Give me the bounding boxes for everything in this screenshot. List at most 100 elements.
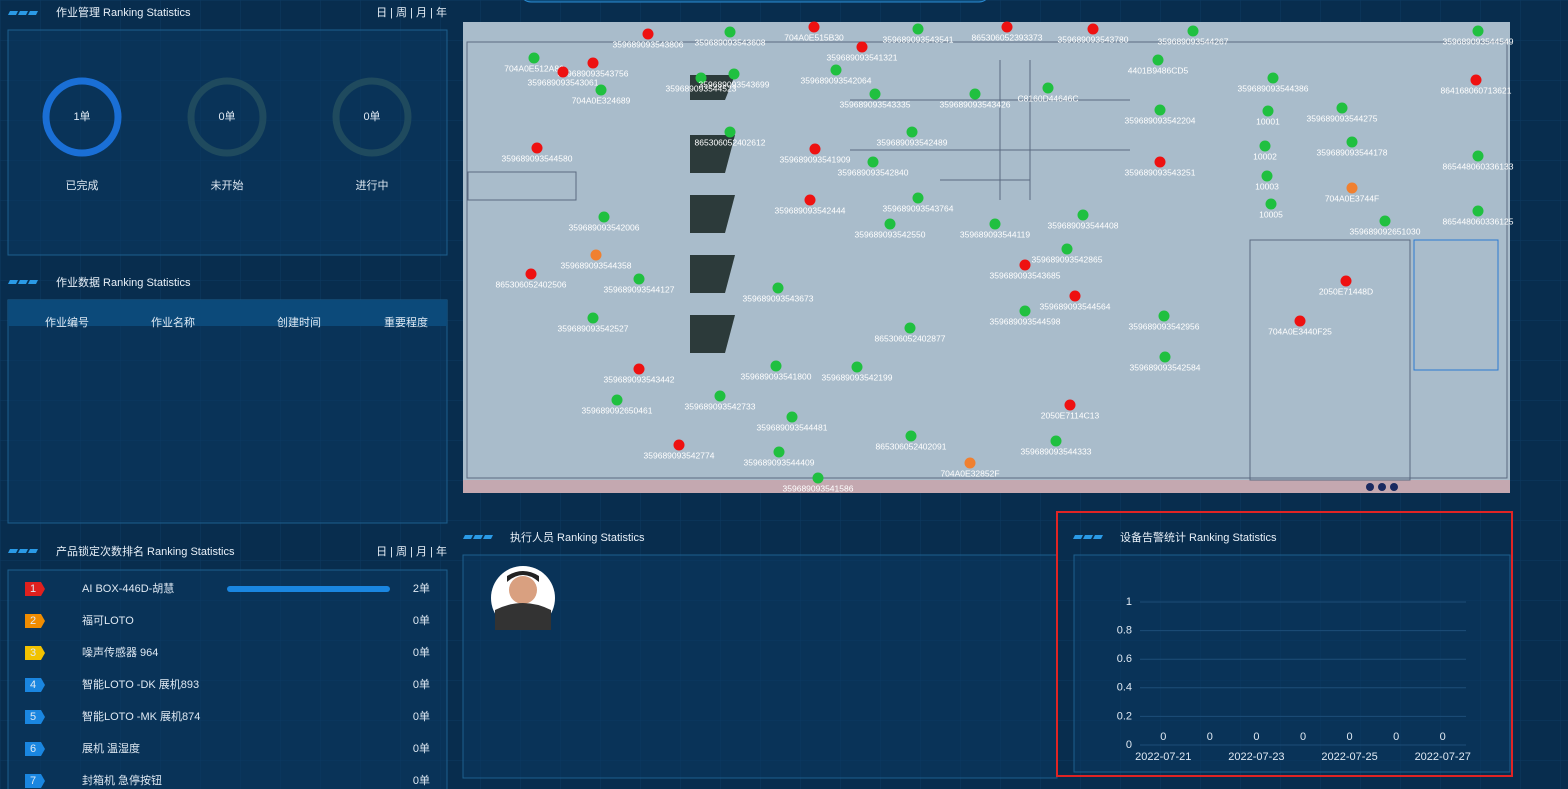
device-label: 359689093541321 bbox=[827, 52, 898, 62]
device[interactable]: 359689093543756 bbox=[558, 57, 629, 79]
device[interactable]: 704A0E32852F bbox=[940, 457, 1000, 479]
device[interactable]: 359689093543541 bbox=[883, 23, 954, 45]
device[interactable]: 359689093543780 bbox=[1058, 23, 1129, 45]
device[interactable]: 865448060336133 bbox=[1443, 150, 1514, 172]
device[interactable]: 359689093544409 bbox=[744, 446, 815, 468]
device[interactable]: 359689093543442 bbox=[604, 363, 675, 385]
device[interactable]: 2050E71448D bbox=[1319, 275, 1373, 297]
device[interactable]: 10001 bbox=[1256, 105, 1280, 127]
device[interactable]: 359689093544408 bbox=[1048, 209, 1119, 231]
device-dot bbox=[969, 88, 981, 100]
device[interactable]: 359689093542527 bbox=[558, 312, 629, 334]
top-tab bbox=[523, 0, 987, 3]
device[interactable]: 359689093544564 bbox=[1040, 290, 1111, 312]
device[interactable]: 359689093543251 bbox=[1125, 156, 1196, 178]
device[interactable]: 359689093542204 bbox=[1125, 104, 1196, 126]
device[interactable]: 359689093544580 bbox=[502, 142, 573, 164]
device-label: 359689093541909 bbox=[780, 154, 851, 164]
device[interactable]: 359689093542550 bbox=[855, 218, 926, 240]
device[interactable]: 359689093543699 bbox=[699, 68, 770, 90]
device[interactable]: 359689093544333 bbox=[1021, 435, 1092, 457]
rank-value: 0单 bbox=[413, 614, 430, 627]
device-label: 359689093543764 bbox=[883, 203, 954, 213]
device[interactable]: 359689093543673 bbox=[743, 282, 814, 304]
device-dot bbox=[1379, 215, 1391, 227]
device[interactable]: 865306052393373 bbox=[972, 21, 1043, 43]
device-dot bbox=[809, 143, 821, 155]
device[interactable]: 359689092650461 bbox=[582, 394, 653, 416]
device-label: 704A0E515B30 bbox=[784, 32, 844, 42]
device[interactable]: 704A0E512A86 bbox=[504, 52, 564, 74]
device[interactable]: 359689092651030 bbox=[1350, 215, 1421, 237]
y-tick-label: 0.2 bbox=[1117, 710, 1132, 722]
device[interactable]: 865306052402877 bbox=[875, 322, 946, 344]
device[interactable]: 359689093542865 bbox=[1032, 243, 1103, 265]
device[interactable]: 864168060713621 bbox=[1441, 74, 1512, 96]
device-dot bbox=[633, 363, 645, 375]
rank-item: 噪声传感器 964 bbox=[82, 645, 158, 659]
device[interactable]: C8160D44646C bbox=[1018, 82, 1079, 104]
device[interactable]: 865306052402612 bbox=[695, 126, 766, 148]
device[interactable]: 865306052402506 bbox=[496, 268, 567, 290]
device[interactable]: 359689093542444 bbox=[775, 194, 846, 216]
device[interactable]: 359689093541909 bbox=[780, 143, 851, 165]
device[interactable]: 359689093543806 bbox=[613, 28, 684, 50]
device-dot bbox=[590, 249, 602, 261]
device[interactable]: 359689093542584 bbox=[1130, 351, 1201, 373]
device[interactable]: 359689093542840 bbox=[838, 156, 909, 178]
device-dot bbox=[808, 21, 820, 33]
device[interactable]: 359689093544386 bbox=[1238, 72, 1309, 94]
device[interactable]: 359689093544267 bbox=[1158, 25, 1229, 47]
device[interactable]: 359689093544275 bbox=[1307, 102, 1378, 124]
device[interactable]: 10005 bbox=[1259, 198, 1283, 220]
device[interactable]: 359689093543426 bbox=[940, 88, 1011, 110]
device-label: 359689093542204 bbox=[1125, 115, 1196, 125]
device[interactable]: 359689093542006 bbox=[569, 211, 640, 233]
device[interactable]: 359689093543764 bbox=[883, 192, 954, 214]
device-dot bbox=[884, 218, 896, 230]
column-header: 创建时间 bbox=[277, 315, 321, 329]
device[interactable]: 359689093542774 bbox=[644, 439, 715, 461]
device-label: 865306052393373 bbox=[972, 32, 1043, 42]
period-switch[interactable]: 日 | 周 | 月 | 年 bbox=[376, 5, 447, 19]
device[interactable]: 10003 bbox=[1255, 170, 1279, 192]
device[interactable]: 359689093544358 bbox=[561, 249, 632, 271]
device[interactable]: 359689093542064 bbox=[801, 64, 872, 86]
device[interactable]: 865306052402091 bbox=[876, 430, 947, 452]
device[interactable]: 704A0E515B30 bbox=[784, 21, 844, 43]
device[interactable]: 359689093541321 bbox=[827, 41, 898, 63]
device[interactable]: 704A0E3440F25 bbox=[1268, 315, 1332, 337]
rank-number: 2 bbox=[30, 615, 36, 627]
device-dot bbox=[724, 126, 736, 138]
device[interactable]: 359689093544127 bbox=[604, 273, 675, 295]
device[interactable]: 359689093544549 bbox=[1443, 25, 1514, 47]
device[interactable]: 704A0E3744F bbox=[1325, 182, 1379, 204]
highlight bbox=[1056, 511, 1513, 777]
period-switch[interactable]: 日 | 周 | 月 | 年 bbox=[376, 544, 447, 558]
device[interactable]: 359689093544119 bbox=[960, 218, 1031, 240]
device[interactable]: 359689093541800 bbox=[741, 360, 812, 382]
device[interactable]: 865448060336125 bbox=[1443, 205, 1514, 227]
device[interactable]: 359689093544598 bbox=[990, 305, 1061, 327]
device[interactable]: 359689093544178 bbox=[1317, 136, 1388, 158]
device-dot bbox=[1154, 104, 1166, 116]
device[interactable]: 2050E7114C13 bbox=[1041, 399, 1100, 421]
device[interactable]: 10002 bbox=[1253, 140, 1277, 162]
device[interactable]: 359689093544481 bbox=[757, 411, 828, 433]
device[interactable]: 359689093542733 bbox=[685, 390, 756, 412]
device[interactable]: 704A0E324689 bbox=[572, 84, 631, 106]
device[interactable]: 4401B9486CD5 bbox=[1128, 54, 1189, 76]
device[interactable]: 359689093543061 bbox=[528, 66, 599, 88]
device[interactable]: 359689093542489 bbox=[877, 126, 948, 148]
device[interactable]: 359689093543685 bbox=[990, 259, 1061, 281]
device[interactable]: 359689093542956 bbox=[1129, 310, 1200, 332]
stat-caption: 进行中 bbox=[356, 179, 389, 192]
device[interactable]: 359689093541586 bbox=[783, 472, 854, 494]
device[interactable]: 359689093542199 bbox=[822, 361, 893, 383]
device-label: 359689092650461 bbox=[582, 405, 653, 415]
device-label: 359689093543335 bbox=[840, 99, 911, 109]
device[interactable]: 359689093544523 bbox=[666, 72, 737, 94]
device[interactable]: 359689093543335 bbox=[840, 88, 911, 110]
device[interactable]: 359689093543608 bbox=[695, 26, 766, 48]
